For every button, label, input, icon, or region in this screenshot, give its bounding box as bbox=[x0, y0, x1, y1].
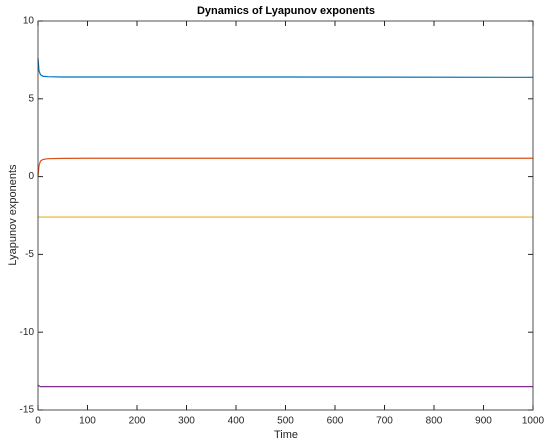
series-line bbox=[37, 58, 534, 78]
x-tick-label: 500 bbox=[277, 416, 294, 427]
x-tick-label: 200 bbox=[129, 416, 146, 427]
x-tick-label: 900 bbox=[475, 416, 492, 427]
x-tick-label: 0 bbox=[35, 416, 41, 427]
x-tick-label: 600 bbox=[327, 416, 344, 427]
y-tick-label: -5 bbox=[25, 249, 34, 260]
chart-title: Dynamics of Lyapunov exponents bbox=[197, 5, 375, 17]
series-line bbox=[37, 157, 533, 177]
x-tick-label: 700 bbox=[376, 416, 393, 427]
y-tick-label: 10 bbox=[23, 16, 35, 27]
x-tick-label: 100 bbox=[79, 416, 96, 427]
x-tick-label: 400 bbox=[228, 416, 245, 427]
y-tick-label: -15 bbox=[20, 405, 35, 416]
y-tick-label: 0 bbox=[28, 171, 34, 182]
y-tick-label: 5 bbox=[28, 93, 34, 104]
x-tick-label: 800 bbox=[426, 416, 443, 427]
y-axis-label: Lyapunov exponents bbox=[7, 164, 19, 266]
y-tick-label: -10 bbox=[20, 327, 35, 338]
series-line bbox=[37, 384, 533, 388]
plot-frame bbox=[37, 20, 534, 411]
x-tick-label: 300 bbox=[178, 416, 195, 427]
x-axis-label: Time bbox=[274, 429, 298, 441]
x-tick-label: 1000 bbox=[522, 416, 545, 427]
